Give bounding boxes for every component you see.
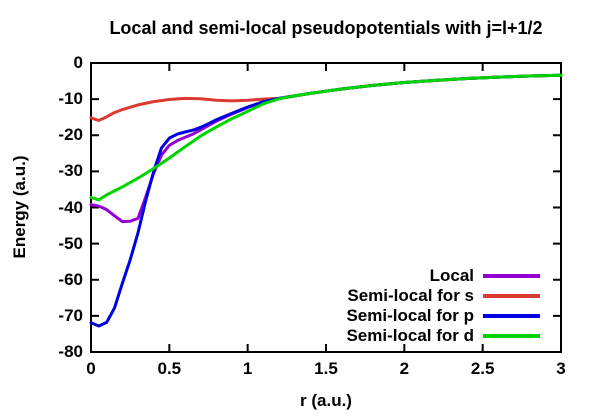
legend-line-sample <box>483 294 540 298</box>
legend-item: Semi-local for s <box>240 286 540 306</box>
y-tick-label: -60 <box>58 269 83 289</box>
y-tick-label: -20 <box>58 125 83 145</box>
legend-item: Semi-local for p <box>240 306 540 326</box>
x-tick-label: 2 <box>399 359 410 378</box>
y-tick-label: -10 <box>58 89 83 109</box>
legend-label: Semi-local for d <box>346 326 474 345</box>
y-tick-label: -70 <box>58 305 83 325</box>
chart-title: Local and semi-local pseudopotentials wi… <box>109 18 543 38</box>
chart-legend: Local Semi-local for s Semi-local for p Sem… <box>240 266 540 346</box>
y-tick-label: -80 <box>58 342 83 361</box>
x-tick-label: 0.5 <box>157 359 182 378</box>
x-axis-title: r (a.u.) <box>300 391 352 410</box>
x-tick-label: 1.5 <box>314 359 338 378</box>
series-line-semi-local-for-d <box>89 73 563 202</box>
x-tick-label: 2.5 <box>470 359 495 378</box>
series-line-semi-local-for-s <box>89 73 563 122</box>
y-tick-label: -50 <box>58 233 83 253</box>
legend-label: Semi-local for s <box>347 286 474 305</box>
legend-item: Local <box>240 266 540 286</box>
y-tick-label: -40 <box>58 197 83 217</box>
x-tick-label: 1 <box>242 359 253 378</box>
legend-line-sample <box>483 334 540 338</box>
legend-label: Local <box>429 266 474 285</box>
legend-line-sample <box>483 314 540 318</box>
x-tick-label: 3 <box>556 359 566 378</box>
y-tick-label: -30 <box>58 161 83 181</box>
legend-item: Semi-local for d <box>240 326 540 346</box>
legend-label: Semi-local for p <box>346 306 474 325</box>
y-tick-label: 0 <box>73 53 83 72</box>
legend-line-sample <box>483 274 540 278</box>
x-tick-label: 0 <box>86 359 96 378</box>
